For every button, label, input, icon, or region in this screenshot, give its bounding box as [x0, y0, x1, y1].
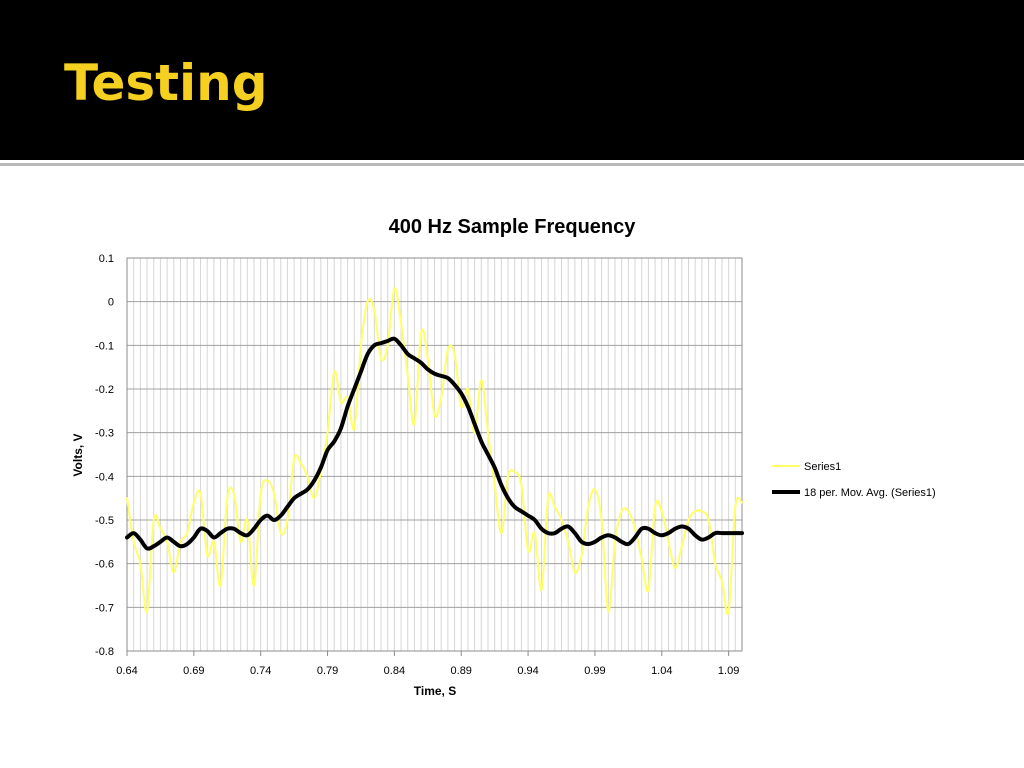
chart-grid	[127, 258, 742, 651]
x-tick-label: 1.04	[651, 665, 672, 677]
y-tick-label: -0.1	[95, 340, 114, 352]
y-tick-label: -0.2	[95, 384, 114, 396]
x-tick-label: 0.84	[384, 665, 405, 677]
y-tick-label: 0	[108, 297, 114, 309]
y-tick-label: -0.6	[95, 559, 114, 571]
x-tick-label: 0.89	[451, 665, 472, 677]
y-tick-label: -0.7	[95, 602, 114, 614]
chart-legend: Series1 18 per. Mov. Avg. (Series1)	[772, 461, 936, 499]
chart-title: 400 Hz Sample Frequency	[389, 216, 637, 238]
x-tick-label: 0.99	[584, 665, 605, 677]
x-tick-label: 0.64	[116, 665, 137, 677]
x-tick-label: 0.69	[183, 665, 204, 677]
x-tick-label: 0.94	[517, 665, 538, 677]
legend-label: 18 per. Mov. Avg. (Series1)	[804, 487, 936, 499]
x-tick-label: 1.09	[718, 665, 739, 677]
y-tick-label: -0.5	[95, 515, 114, 527]
y-axis-label: Volts, V	[71, 433, 85, 476]
legend-label: Series1	[804, 461, 841, 473]
y-axis-ticks: 0.1 0 -0.1 -0.2 -0.3 -0.4 -0.5 -0.6 -0.7 -0.8	[95, 253, 114, 658]
y-tick-label: 0.1	[99, 253, 114, 265]
chart: 400 Hz Sample Frequency 0.1 0 -0.1 -0.2 -0.3…	[0, 0, 1024, 768]
x-axis-label: Time, S	[414, 684, 456, 698]
x-axis-ticks: 0.64 0.69 0.74 0.79 0.84 0.89 0.94 0.99 1.04 1.09	[116, 651, 739, 677]
y-tick-label: -0.4	[95, 471, 114, 483]
x-tick-label: 0.79	[317, 665, 338, 677]
x-tick-label: 0.74	[250, 665, 271, 677]
y-tick-label: -0.8	[95, 646, 114, 658]
y-tick-label: -0.3	[95, 428, 114, 440]
